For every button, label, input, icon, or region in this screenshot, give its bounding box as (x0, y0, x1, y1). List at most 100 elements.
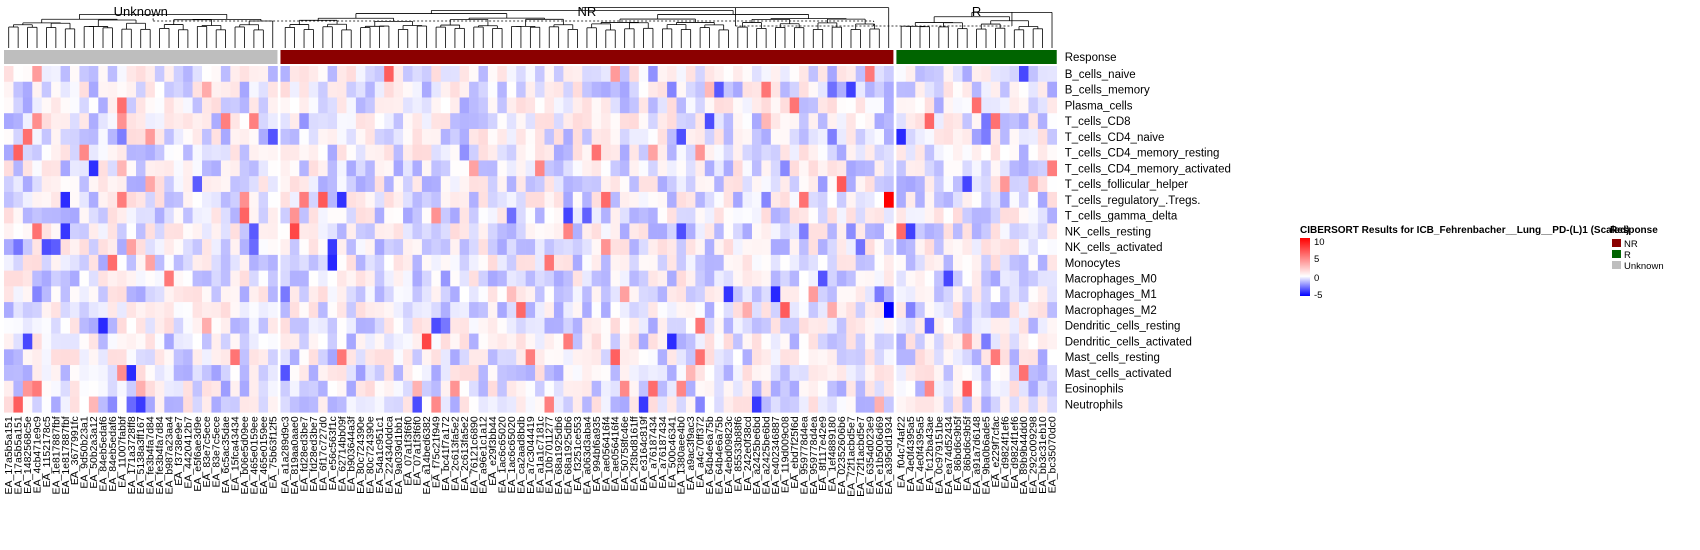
heatmap-cell (220, 191, 231, 208)
heatmap-cell (799, 239, 809, 256)
heatmap-cell (126, 207, 137, 224)
heatmap-cell (582, 302, 592, 319)
heatmap-cell (685, 317, 696, 334)
heatmap-cell (896, 317, 907, 334)
heatmap-cell (1047, 113, 1058, 130)
heatmap-cell (638, 223, 649, 240)
heatmap-cell (924, 349, 935, 366)
heatmap-cell (723, 207, 734, 224)
heatmap-cell (943, 207, 954, 224)
heatmap-cell (990, 349, 1001, 366)
heatmap-cell (107, 66, 118, 83)
column-label: EA_bc35070dc0 (1047, 416, 1059, 493)
column-label: EA_a063d3aba4 (581, 416, 593, 494)
heatmap-cell (478, 365, 489, 382)
heatmap-cell (582, 317, 592, 334)
heatmap-cell (676, 191, 687, 208)
heatmap-cell (299, 380, 310, 397)
heatmap-cell (723, 97, 734, 114)
heatmap-cell (1037, 396, 1048, 413)
heatmap-cell (145, 239, 156, 256)
column-label: EA_2f3bd8161ff (629, 416, 641, 491)
column-label: EA_fe3b4fa7d84 (145, 416, 157, 494)
heatmap-cell (905, 270, 916, 287)
heatmap-cell (88, 286, 99, 303)
heatmap-cell (202, 113, 212, 130)
heatmap-cell (154, 81, 165, 98)
heatmap-cell (751, 365, 762, 382)
heatmap-cell (971, 365, 982, 382)
heatmap-cell (154, 223, 165, 240)
heatmap-cell (846, 113, 856, 130)
heatmap-cell (865, 113, 875, 130)
heatmap-cell (239, 160, 250, 177)
heatmap-cell (230, 160, 241, 177)
heatmap-cell (249, 317, 259, 334)
heatmap-cell (98, 144, 109, 161)
heatmap-cell (459, 286, 470, 303)
heatmap-cell (487, 270, 498, 287)
heatmap-cell (924, 176, 935, 193)
heatmap-cell (289, 380, 300, 397)
heatmap-cell (915, 207, 926, 224)
heatmap-cell (799, 317, 809, 334)
heatmap-cell (4, 317, 14, 334)
heatmap-cell (836, 160, 847, 177)
heatmap-cell (981, 144, 992, 161)
heatmap-cell (1019, 333, 1029, 350)
heatmap-cell (117, 113, 127, 130)
heatmap-cell (676, 254, 687, 271)
heatmap-cell (289, 128, 300, 145)
heatmap-cell (440, 144, 451, 161)
heatmap-cell (393, 270, 404, 287)
heatmap-cell (761, 223, 772, 240)
heatmap-cell (905, 333, 916, 350)
heatmap-cell (478, 380, 489, 397)
heatmap-cell (629, 97, 640, 114)
heatmap-cell (299, 207, 310, 224)
heatmap-cell (934, 113, 944, 130)
heatmap-cell (905, 349, 916, 366)
heatmap-cell (1009, 239, 1020, 256)
heatmap-cell (145, 176, 156, 193)
heatmap-cell (751, 333, 762, 350)
heatmap-cell (1028, 176, 1039, 193)
heatmap-cell (924, 223, 935, 240)
heatmap-cell (990, 207, 1001, 224)
row-label: Monocytes (1065, 258, 1121, 270)
heatmap-cell (478, 128, 489, 145)
heatmap-cell (164, 113, 175, 130)
heatmap-cell (431, 66, 442, 83)
heatmap-cell (117, 333, 127, 350)
heatmap-cell (202, 66, 212, 83)
column-label: EA_119d009c08 (779, 416, 791, 493)
heatmap-cell (648, 270, 658, 287)
heatmap-cell (953, 97, 963, 114)
heatmap-cell (563, 349, 574, 366)
heatmap-cell (220, 302, 231, 319)
heatmap-cell (610, 396, 621, 413)
heatmap-cell (1028, 396, 1039, 413)
heatmap-cell (117, 365, 127, 382)
heatmap-cell (412, 160, 423, 177)
heatmap-cell (487, 254, 498, 271)
heatmap-cell (337, 144, 347, 161)
heatmap-cell (582, 333, 592, 350)
heatmap-cell (915, 333, 926, 350)
heatmap-cell (714, 144, 724, 161)
heatmap-cell (971, 191, 982, 208)
heatmap-cell (230, 191, 241, 208)
heatmap-cell (258, 396, 269, 413)
heatmap-cell (117, 176, 127, 193)
heatmap-cell (601, 396, 611, 413)
heatmap-cell (1047, 176, 1058, 193)
heatmap-cell (915, 223, 926, 240)
heatmap-cell (1028, 239, 1039, 256)
heatmap-cell (553, 254, 564, 271)
column-label: EA_2c613fa5e2 (449, 416, 461, 491)
heatmap-cell (431, 317, 442, 334)
heatmap-cell (535, 317, 545, 334)
heatmap-cell (211, 176, 222, 193)
heatmap-cell (126, 270, 137, 287)
heatmap-cell (865, 207, 875, 224)
